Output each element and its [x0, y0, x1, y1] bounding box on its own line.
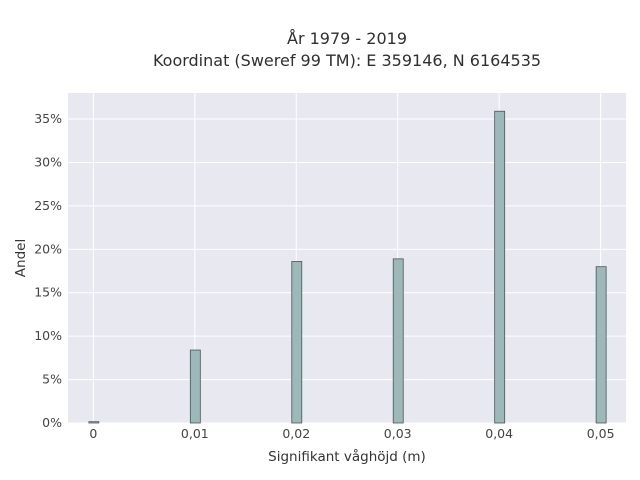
x-tick-label: 0,03 [384, 426, 412, 441]
y-tick-label: 5% [42, 372, 62, 387]
histogram-bar [595, 266, 607, 424]
chart-title-line2: Koordinat (Sweref 99 TM): E 359146, N 61… [152, 51, 542, 70]
chart-title-line1: År 1979 - 2019 [287, 29, 407, 48]
y-axis-label: Andel [13, 239, 29, 277]
histogram-bar [291, 261, 303, 424]
histogram-bar [88, 421, 100, 424]
y-tick-label: 20% [34, 241, 62, 256]
histogram-bar [189, 349, 201, 424]
y-tick-label: 0% [42, 415, 62, 430]
bars [88, 110, 607, 424]
chart-title: År 1979 - 2019 Koordinat (Sweref 99 TM):… [0, 28, 640, 72]
histogram-bar [494, 110, 506, 424]
y-tick-label: 15% [34, 285, 62, 300]
x-tick-label: 0 [89, 426, 97, 441]
x-tick-label: 0,02 [282, 426, 310, 441]
y-tick-labels: 0% 5% 10% 15% 20% 25% 30% 35% [34, 111, 62, 430]
y-gridlines [68, 118, 626, 424]
x-axis-label: Signifikant våghöjd (m) [268, 448, 426, 465]
y-tick-label: 30% [34, 154, 62, 169]
x-tick-label: 0,01 [181, 426, 209, 441]
histogram-bar [392, 258, 404, 424]
plot-area [68, 93, 626, 423]
y-tick-label: 10% [34, 328, 62, 343]
x-tick-labels: 0 0,01 0,02 0,03 0,04 0,05 [89, 426, 614, 441]
x-tick-label: 0,04 [485, 426, 513, 441]
y-tick-label: 25% [34, 198, 62, 213]
y-tick-label: 35% [34, 111, 62, 126]
x-tick-label: 0,05 [587, 426, 615, 441]
